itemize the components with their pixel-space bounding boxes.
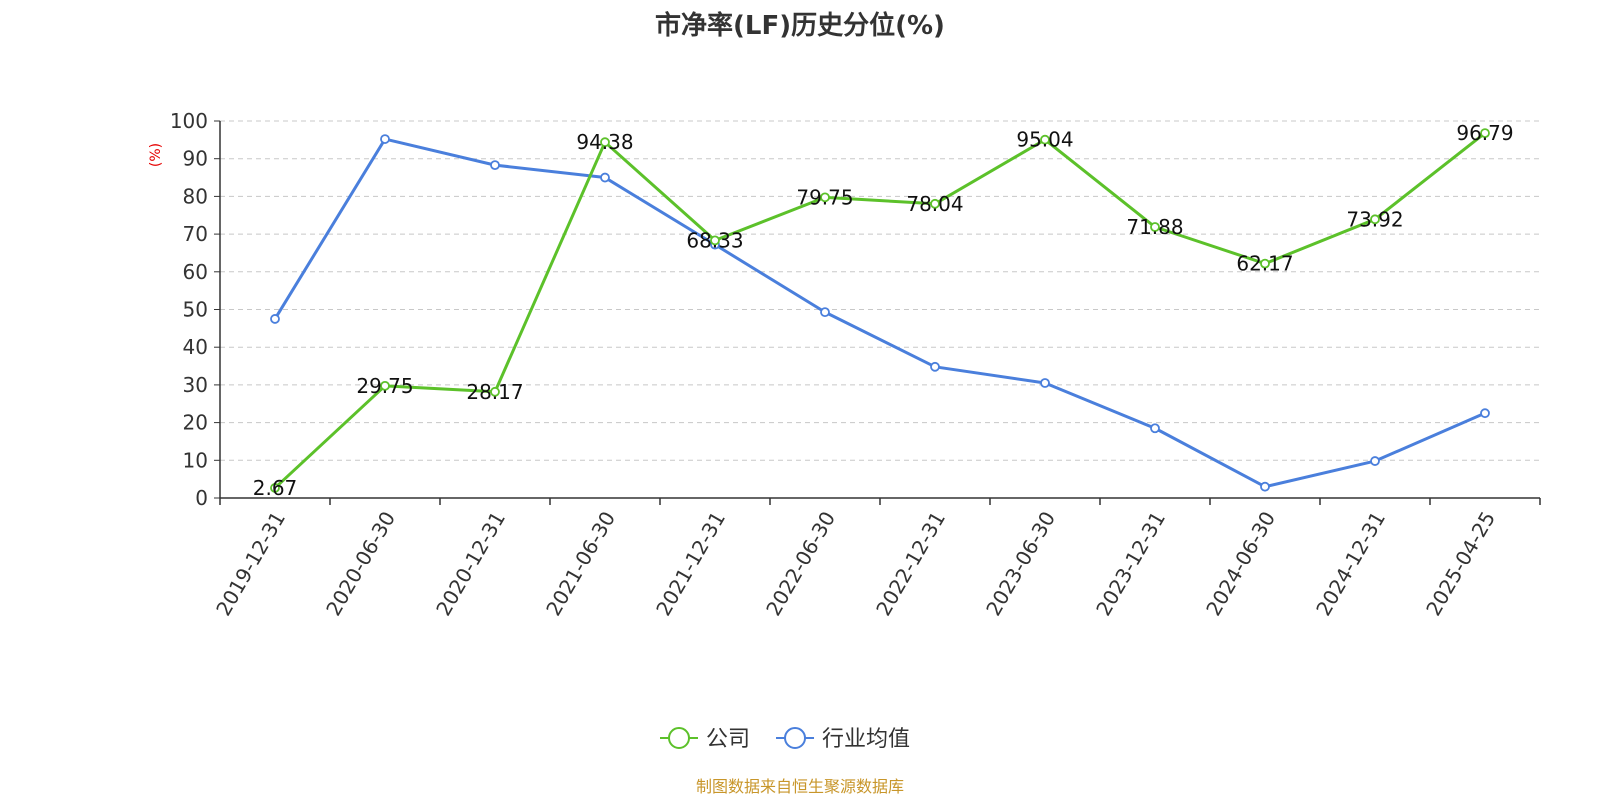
x-tick-label: 2020-12-31 xyxy=(431,507,510,620)
data-label: 78.04 xyxy=(906,192,963,216)
series-1-point xyxy=(930,361,940,372)
x-tick-label: 2023-06-30 xyxy=(981,507,1060,620)
data-label: 29.75 xyxy=(356,374,413,398)
y-axis-label: (%) xyxy=(148,143,164,167)
y-tick-label: 50 xyxy=(183,298,208,322)
legend[interactable]: 公司 行业均值 xyxy=(660,727,910,752)
y-tick-label: 30 xyxy=(183,373,208,397)
data-label: 96.79 xyxy=(1456,121,1513,145)
x-tick-label: 2021-06-30 xyxy=(541,507,620,620)
x-tick-label: 2022-06-30 xyxy=(761,507,840,620)
series-0-point xyxy=(600,137,610,148)
series-1-point xyxy=(270,314,280,324)
series-0-point xyxy=(1480,128,1490,139)
y-tick-label: 70 xyxy=(183,222,208,246)
y-tick-label: 40 xyxy=(183,335,208,359)
series-1-point xyxy=(1480,408,1490,419)
series-0-point xyxy=(710,235,720,246)
x-tick-label: 2020-06-30 xyxy=(321,507,400,620)
data-label: 71.88 xyxy=(1126,215,1183,239)
source-note: 制图数据来自恒生聚源数据库 xyxy=(696,777,904,796)
x-tick-label: 2023-12-31 xyxy=(1091,507,1170,620)
data-label: 2.67 xyxy=(253,476,298,500)
series-0-point xyxy=(490,386,500,397)
x-tick-label: 2021-12-31 xyxy=(651,507,730,620)
series-0-point xyxy=(820,192,830,203)
series-line-1 xyxy=(273,137,1486,489)
series-0-point xyxy=(1150,222,1160,232)
legend-marker-icon xyxy=(784,727,807,749)
x-tick-label: 2019-12-31 xyxy=(211,507,290,620)
data-label: 79.75 xyxy=(796,185,853,209)
series-1-point xyxy=(600,172,610,183)
series-0-point xyxy=(380,380,390,391)
y-tick-label: 60 xyxy=(183,260,208,284)
y-tick-label: 80 xyxy=(183,184,208,208)
series-1-point xyxy=(380,134,390,144)
y-tick-label: 10 xyxy=(183,448,208,472)
x-tick-label: 2025-04-25 xyxy=(1421,507,1500,620)
y-tick-label: 100 xyxy=(170,109,208,133)
data-label: 95.04 xyxy=(1016,128,1073,152)
series-1-point xyxy=(1150,423,1160,434)
data-labels: 2.67 29.75 28.17 94.38 68.33 79.75 78.04 95.04 7… xyxy=(253,121,1514,500)
series-1-point xyxy=(490,160,500,171)
legend-label: 行业均值 xyxy=(822,727,910,752)
x-tick-label: 2022-12-31 xyxy=(871,507,950,620)
axes: 0 10 20 30 40 50 60 70 80 90 100 2019-12-31 2020-06-… xyxy=(170,109,1541,620)
legend-marker-icon xyxy=(668,727,690,749)
y-tick-label: 20 xyxy=(183,411,208,435)
data-label: 68.33 xyxy=(686,228,743,252)
legend-item-0[interactable]: 公司 xyxy=(660,727,750,752)
y-tick-label: 0 xyxy=(195,486,208,510)
data-label: 94.38 xyxy=(576,130,633,154)
x-tick-label: 2024-12-31 xyxy=(1311,507,1390,620)
chart-title: 市净率(LF)历史分位(%) xyxy=(655,10,945,41)
series-line-0 xyxy=(273,131,1486,490)
data-label: 73.92 xyxy=(1346,207,1403,231)
y-tick-label: 90 xyxy=(183,147,208,171)
series-0-point xyxy=(1040,134,1050,145)
legend-label: 公司 xyxy=(706,727,750,752)
series-0-point xyxy=(1260,258,1270,269)
series-0-point xyxy=(270,483,280,493)
series-1-point xyxy=(1040,378,1050,388)
series-1-point xyxy=(820,307,830,318)
series-0-point xyxy=(930,198,940,209)
grid-lines xyxy=(220,120,1540,461)
x-tick-label: 2024-06-30 xyxy=(1201,507,1280,620)
data-label: 62.17 xyxy=(1236,252,1293,276)
series-1-point xyxy=(1260,481,1270,492)
series-1-point xyxy=(1370,456,1380,466)
series-lines xyxy=(270,128,1490,493)
legend-item-1[interactable]: 行业均值 xyxy=(776,727,910,752)
data-label: 28.17 xyxy=(466,380,523,404)
series-0-point xyxy=(1370,214,1380,225)
